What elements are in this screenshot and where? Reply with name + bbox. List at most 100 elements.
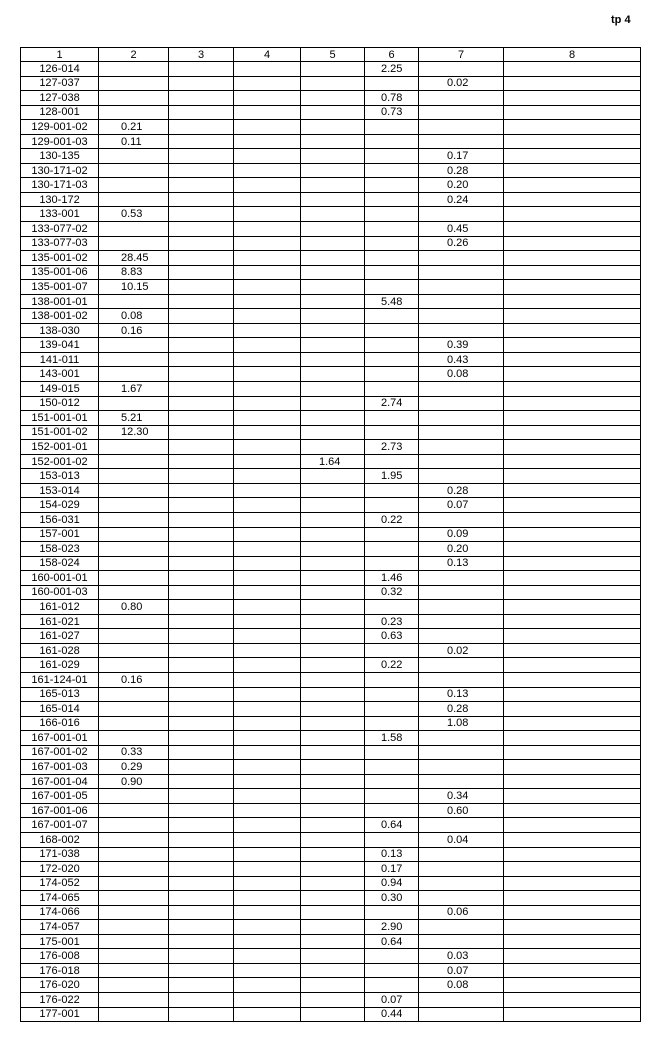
table-row: 161-021 0.23 bbox=[20, 613, 641, 630]
row-code-cell: 126-014 bbox=[20, 61, 99, 77]
row-code-cell: 176-022 bbox=[20, 992, 99, 1008]
table-row: 165-014 0.28 bbox=[20, 701, 641, 717]
value-cell-col-4 bbox=[233, 526, 301, 543]
row-code-cell: 128-001 bbox=[20, 104, 99, 121]
value-cell-col-2: 1.67 bbox=[98, 381, 169, 397]
table-row: 160-001-01 1.46 bbox=[20, 570, 641, 586]
value-cell-col-2 bbox=[98, 890, 169, 906]
value-cell-col-8 bbox=[503, 148, 641, 164]
value-cell-col-3 bbox=[168, 686, 234, 703]
value-cell-col-5 bbox=[300, 221, 365, 237]
table-row: 174-065 0.30 bbox=[20, 890, 641, 906]
value-cell-col-5 bbox=[300, 511, 365, 528]
table-row: 174-052 0.94 bbox=[20, 875, 641, 892]
value-cell-col-8 bbox=[503, 511, 641, 528]
value-cell-col-5 bbox=[300, 162, 365, 179]
value-cell-col-3 bbox=[168, 351, 234, 368]
value-cell-col-4 bbox=[233, 511, 301, 528]
value-cell-col-4 bbox=[233, 715, 301, 732]
column-header-2: 2 bbox=[98, 47, 169, 62]
value-cell-col-6 bbox=[364, 744, 419, 761]
value-cell-col-5 bbox=[300, 119, 365, 135]
row-code-cell: 176-020 bbox=[20, 977, 99, 993]
value-cell-col-5 bbox=[300, 264, 365, 281]
row-code-cell: 139-041 bbox=[20, 337, 99, 353]
value-cell-col-6: 2.74 bbox=[364, 395, 419, 412]
value-cell-col-4 bbox=[233, 104, 301, 121]
value-cell-col-4 bbox=[233, 759, 301, 775]
row-code-cell: 167-001-07 bbox=[20, 817, 99, 833]
value-cell-col-4 bbox=[233, 817, 301, 833]
value-cell-col-7 bbox=[418, 628, 504, 644]
value-cell-col-2: 0.16 bbox=[98, 671, 169, 688]
row-code-cell: 133-077-02 bbox=[20, 221, 99, 237]
table-row: 157-001 0.09 bbox=[20, 526, 641, 543]
value-cell-col-3 bbox=[168, 191, 234, 208]
value-cell-col-6: 2.73 bbox=[364, 439, 419, 455]
row-code-cell: 154-029 bbox=[20, 497, 99, 513]
value-cell-col-8 bbox=[503, 671, 641, 688]
value-cell-col-3 bbox=[168, 75, 234, 92]
value-cell-col-5 bbox=[300, 206, 365, 223]
value-cell-col-4 bbox=[233, 279, 301, 295]
value-cell-col-4 bbox=[233, 904, 301, 921]
table-row: 177-001 0.44 bbox=[20, 1006, 641, 1023]
value-cell-col-4 bbox=[233, 133, 301, 150]
value-cell-col-2 bbox=[98, 177, 169, 193]
value-cell-col-8 bbox=[503, 933, 641, 950]
value-cell-col-5 bbox=[300, 788, 365, 804]
value-cell-col-8 bbox=[503, 948, 641, 964]
value-cell-col-7 bbox=[418, 439, 504, 455]
table-row: 165-013 0.13 bbox=[20, 686, 641, 703]
value-cell-col-3 bbox=[168, 148, 234, 164]
value-cell-col-7 bbox=[418, 293, 504, 310]
row-code-cell: 161-027 bbox=[20, 628, 99, 644]
table-row: 129-001-02 0.21 bbox=[20, 119, 641, 135]
table-row: 158-023 0.20 bbox=[20, 541, 641, 557]
value-cell-col-8 bbox=[503, 497, 641, 513]
table-row: 153-014 0.28 bbox=[20, 482, 641, 499]
value-cell-col-6: 0.78 bbox=[364, 90, 419, 106]
value-cell-col-7: 0.17 bbox=[418, 148, 504, 164]
table-row: 161-012 0.80 bbox=[20, 599, 641, 615]
value-cell-col-6 bbox=[364, 788, 419, 804]
value-cell-col-8 bbox=[503, 264, 641, 281]
value-cell-col-5 bbox=[300, 701, 365, 717]
value-cell-col-3 bbox=[168, 628, 234, 644]
value-cell-col-4 bbox=[233, 351, 301, 368]
row-code-cell: 152-001-01 bbox=[20, 439, 99, 455]
row-code-cell: 167-001-01 bbox=[20, 730, 99, 746]
value-cell-col-2 bbox=[98, 61, 169, 77]
table-row: 174-057 2.90 bbox=[20, 919, 641, 935]
value-cell-col-2 bbox=[98, 541, 169, 557]
value-cell-col-4 bbox=[233, 191, 301, 208]
value-cell-col-7 bbox=[418, 119, 504, 135]
value-cell-col-2 bbox=[98, 788, 169, 804]
value-cell-col-3 bbox=[168, 453, 234, 470]
value-cell-col-5 bbox=[300, 642, 365, 659]
value-cell-col-4 bbox=[233, 61, 301, 77]
value-cell-col-3 bbox=[168, 366, 234, 383]
value-cell-col-6: 1.95 bbox=[364, 468, 419, 484]
value-cell-col-8 bbox=[503, 555, 641, 572]
value-cell-col-5 bbox=[300, 177, 365, 193]
value-cell-col-2 bbox=[98, 75, 169, 92]
value-cell-col-8 bbox=[503, 279, 641, 295]
value-cell-col-7 bbox=[418, 817, 504, 833]
value-cell-col-3 bbox=[168, 613, 234, 630]
value-cell-col-5 bbox=[300, 831, 365, 848]
row-code-cell: 133-077-03 bbox=[20, 235, 99, 252]
value-cell-col-5 bbox=[300, 497, 365, 513]
value-cell-col-6: 0.17 bbox=[364, 861, 419, 877]
value-cell-col-2 bbox=[98, 701, 169, 717]
value-cell-col-6 bbox=[364, 381, 419, 397]
value-cell-col-8 bbox=[503, 235, 641, 252]
value-cell-col-6: 0.32 bbox=[364, 584, 419, 601]
row-code-cell: 129-001-02 bbox=[20, 119, 99, 135]
value-cell-col-5 bbox=[300, 439, 365, 455]
value-cell-col-4 bbox=[233, 831, 301, 848]
value-cell-col-7 bbox=[418, 875, 504, 892]
table-row: 143-001 0.08 bbox=[20, 366, 641, 383]
value-cell-col-7 bbox=[418, 671, 504, 688]
table-row: 161-028 0.02 bbox=[20, 642, 641, 659]
